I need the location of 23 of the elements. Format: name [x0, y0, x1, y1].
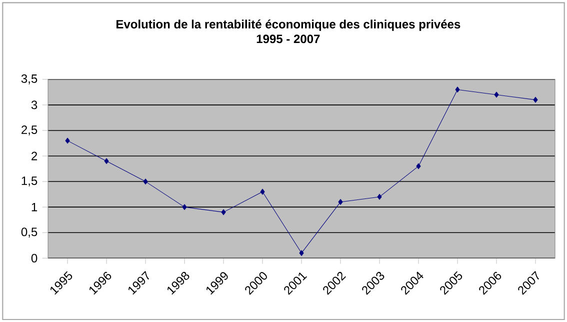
- chart-title: Evolution de la rentabilité économique des cliniques privées: [116, 19, 460, 31]
- point: [494, 92, 499, 98]
- point: [65, 138, 70, 144]
- y-tick-label: 0: [31, 254, 38, 262]
- point: [182, 204, 187, 210]
- point: [533, 96, 538, 103]
- y-tick-label: 0,5: [21, 228, 38, 238]
- y-tick-label: 3,5: [21, 74, 38, 84]
- point: [221, 209, 226, 216]
- chart-subtitle: 1995 - 2007: [256, 34, 320, 44]
- y-tick-label: 1: [32, 202, 38, 212]
- y-tick-label: 1,5: [22, 176, 38, 186]
- point: [143, 178, 148, 184]
- point: [416, 163, 421, 170]
- point: [260, 188, 265, 195]
- point: [338, 198, 343, 205]
- y-tick-label: 3: [31, 100, 38, 110]
- y-tick-label: 2,5: [22, 125, 38, 136]
- point: [377, 194, 382, 200]
- point: [455, 86, 460, 92]
- y-tick-label: 2: [32, 152, 38, 160]
- point: [299, 250, 304, 256]
- point: [104, 158, 109, 164]
